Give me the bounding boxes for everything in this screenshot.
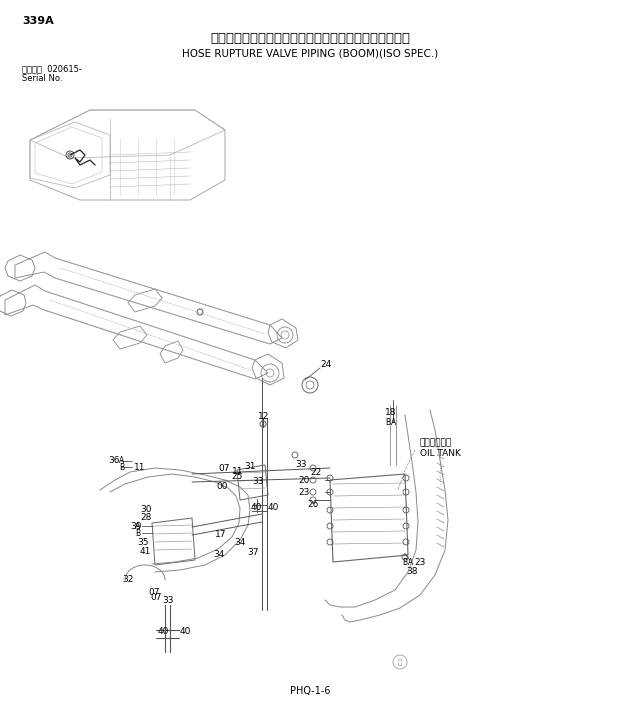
Text: 26: 26	[307, 500, 319, 509]
Text: A: A	[135, 522, 140, 531]
Text: 33: 33	[252, 477, 264, 486]
Text: 33: 33	[162, 596, 174, 605]
Text: 20: 20	[298, 476, 309, 485]
Text: 38: 38	[406, 567, 417, 576]
Text: 339A: 339A	[22, 16, 54, 26]
Text: 36: 36	[108, 456, 120, 465]
Text: 32: 32	[122, 575, 133, 584]
Text: ⓔ: ⓔ	[398, 659, 402, 665]
Text: 18: 18	[385, 408, 397, 417]
Text: HOSE RUPTURE VALVE PIPING (BOOM)(ISO SPEC.): HOSE RUPTURE VALVE PIPING (BOOM)(ISO SPE…	[182, 48, 438, 58]
Text: 11: 11	[232, 467, 244, 476]
Text: 33: 33	[295, 460, 306, 469]
Text: 07: 07	[148, 588, 159, 597]
Text: 23: 23	[414, 558, 425, 567]
Text: 17: 17	[215, 530, 226, 539]
Text: オイルタンク: オイルタンク	[420, 438, 452, 447]
Text: 34: 34	[234, 538, 246, 547]
Text: 24: 24	[320, 360, 331, 369]
Text: 23: 23	[298, 488, 309, 497]
Text: 22: 22	[310, 468, 321, 477]
Text: A: A	[408, 558, 414, 567]
Text: 34: 34	[213, 550, 224, 559]
Text: 31: 31	[244, 462, 255, 471]
Text: A: A	[391, 418, 396, 427]
Text: ホースラプチャーバルブ配管（ブーム）（ＩＳＯ仕様）: ホースラプチャーバルブ配管（ブーム）（ＩＳＯ仕様）	[210, 32, 410, 45]
Text: B: B	[135, 529, 140, 538]
Text: 40: 40	[180, 627, 192, 636]
Text: OIL TANK: OIL TANK	[420, 449, 461, 458]
Text: 40: 40	[158, 627, 169, 636]
Text: 41: 41	[140, 547, 151, 556]
Text: 30: 30	[140, 505, 151, 514]
Text: 37: 37	[247, 548, 259, 557]
Text: PHQ-1-6: PHQ-1-6	[290, 686, 330, 696]
Text: 40: 40	[268, 503, 280, 512]
Text: B: B	[385, 418, 390, 427]
Text: 40: 40	[251, 503, 262, 512]
Text: 12: 12	[258, 412, 269, 421]
Text: 25: 25	[231, 472, 242, 481]
Text: 07: 07	[150, 593, 161, 602]
Text: 11: 11	[134, 463, 146, 472]
Text: Serial No.: Serial No.	[22, 74, 63, 83]
Text: B: B	[119, 463, 124, 472]
Text: B: B	[402, 558, 407, 567]
Text: 07: 07	[218, 464, 229, 473]
Text: 00: 00	[216, 482, 228, 491]
Text: 35: 35	[137, 538, 149, 547]
Text: 通用号機  020615-: 通用号機 020615-	[22, 64, 82, 73]
Text: A: A	[119, 456, 124, 465]
Text: 28: 28	[140, 513, 151, 522]
Text: 39: 39	[130, 522, 141, 531]
